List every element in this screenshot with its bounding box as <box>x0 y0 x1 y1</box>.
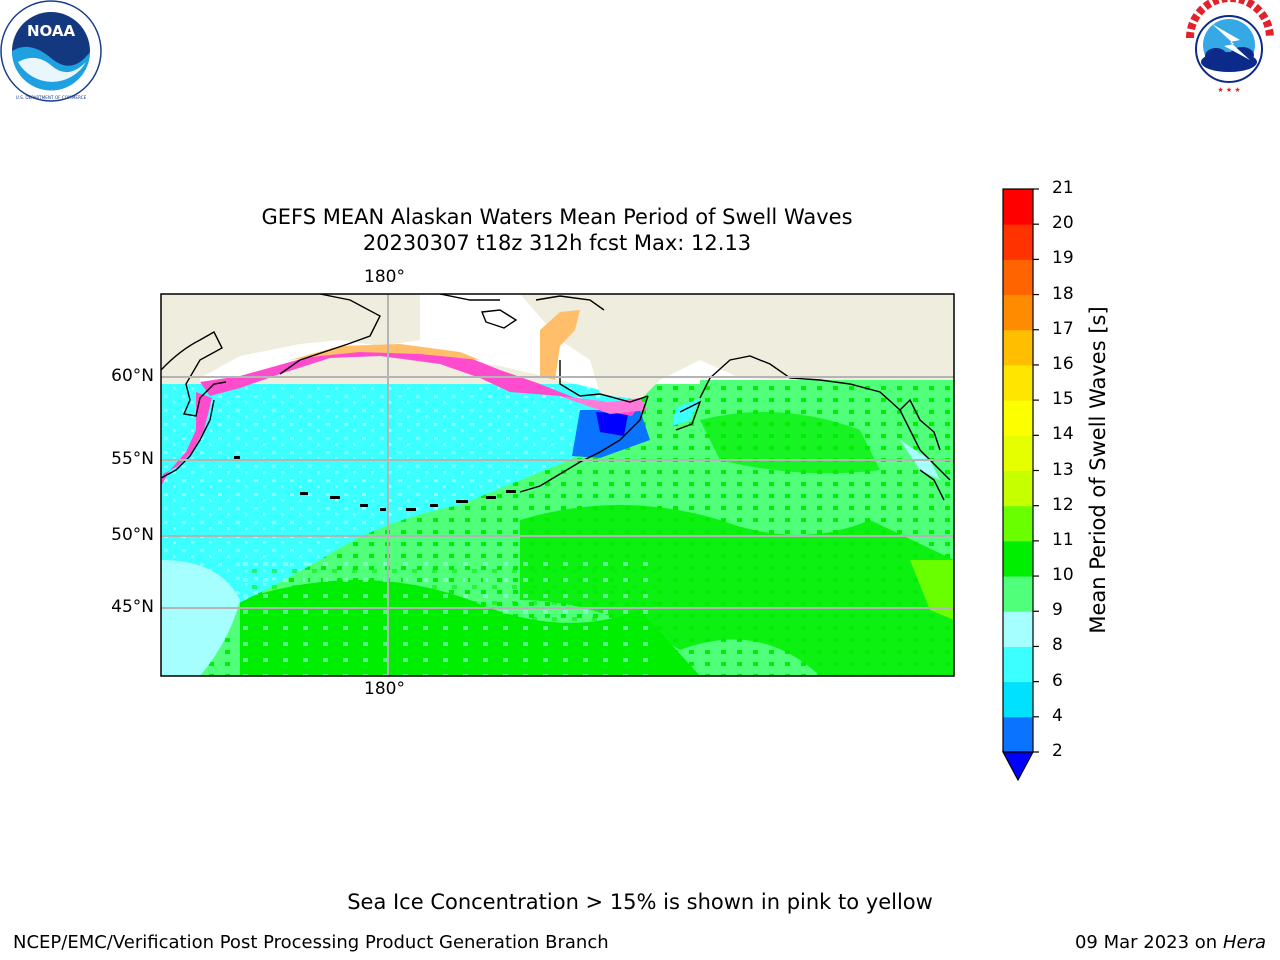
svg-text:★ ★ ★: ★ ★ ★ <box>1217 86 1240 94</box>
nws-logo: ★ ★ ★ <box>1182 0 1276 96</box>
chart-title: GEFS MEAN Alaskan Waters Mean Period of … <box>261 205 853 229</box>
colorbar-bin <box>1003 470 1033 507</box>
colorbar-under-arrow <box>1001 751 1035 782</box>
colorbar-bin <box>1003 576 1033 612</box>
colorbar-bin <box>1003 716 1033 753</box>
colorbar-bin <box>1003 681 1033 718</box>
sea-ice-fringe <box>200 346 640 416</box>
gridlines <box>161 294 954 676</box>
colorbar-tick-label: 12 <box>1052 494 1074 515</box>
colorbar-tick-label: 19 <box>1052 248 1074 269</box>
colorbar-tick-label: 16 <box>1052 353 1074 374</box>
coastlines <box>161 294 951 501</box>
colorbar-label: Mean Period of Swell Waves [s] <box>1086 306 1110 634</box>
map-frame <box>160 293 955 677</box>
colorbar-tick-label: 15 <box>1052 389 1074 410</box>
colorbar-tick-label: 2 <box>1052 741 1063 761</box>
sea-ice-note: Sea Ice Concentration > 15% is shown in … <box>347 890 933 914</box>
lat-label-55: 55°N <box>111 449 154 469</box>
colorbar-bin <box>1003 224 1033 260</box>
lon-label-bottom: 180° <box>364 679 405 699</box>
colorbar-tick-label: 11 <box>1052 529 1074 550</box>
lat-label-50: 50°N <box>111 525 154 545</box>
colorbar-bin <box>1003 189 1033 225</box>
colorbar-tick-label: 18 <box>1052 283 1074 304</box>
lon-label-top: 180° <box>364 267 405 287</box>
lat-label-60: 60°N <box>111 366 154 386</box>
colorbar-bin <box>1003 505 1033 542</box>
map-panel <box>161 294 954 676</box>
colorbar-tick-label: 10 <box>1052 565 1074 586</box>
colorbar-bin <box>1003 435 1033 471</box>
credit-text: NCEP/EMC/Verification Post Processing Pr… <box>13 932 609 953</box>
colorbar-bin <box>1003 364 1033 401</box>
aleutian-islands <box>234 456 516 511</box>
colorbar-bin <box>1003 259 1033 296</box>
colorbar-tick-label: 9 <box>1052 600 1063 621</box>
run-date-text: 09 Mar 2023 on <box>1074 932 1218 953</box>
colorbar-tick-label: 6 <box>1052 670 1063 691</box>
colorbar-tick-label: 21 <box>1052 178 1074 198</box>
colorbar-tick-label: 20 <box>1052 213 1074 234</box>
lat-label-45: 45°N <box>111 597 154 617</box>
noaa-logo-text: NOAA <box>27 22 76 40</box>
colorbar-tick-label: 8 <box>1052 635 1063 656</box>
colorbar-tick-label: 17 <box>1052 318 1074 339</box>
noaa-logo: NOAA U.S. DEPARTMENT OF COMMERCE <box>0 0 102 102</box>
colorbar-tick-label: 14 <box>1052 424 1074 445</box>
machine-name: Hera <box>1222 932 1266 953</box>
colorbar-bin <box>1003 540 1033 577</box>
colorbar-bin <box>1003 646 1033 683</box>
svg-text:U.S. DEPARTMENT OF COMMERCE: U.S. DEPARTMENT OF COMMERCE <box>16 95 87 100</box>
run-date: 09 Mar 2023 on Hera <box>1075 932 1266 953</box>
colorbar-bin <box>1003 329 1033 366</box>
colorbar-tick-label: 13 <box>1052 459 1074 480</box>
chart-subtitle: 20230307 t18z 312h fcst Max: 12.13 <box>362 231 752 255</box>
colorbar-bin <box>1003 611 1033 647</box>
colorbar-bin <box>1003 400 1033 436</box>
colorbar-bin <box>1003 294 1033 331</box>
colorbar-tick-label: 4 <box>1052 705 1063 726</box>
colorbar <box>1001 188 1039 782</box>
